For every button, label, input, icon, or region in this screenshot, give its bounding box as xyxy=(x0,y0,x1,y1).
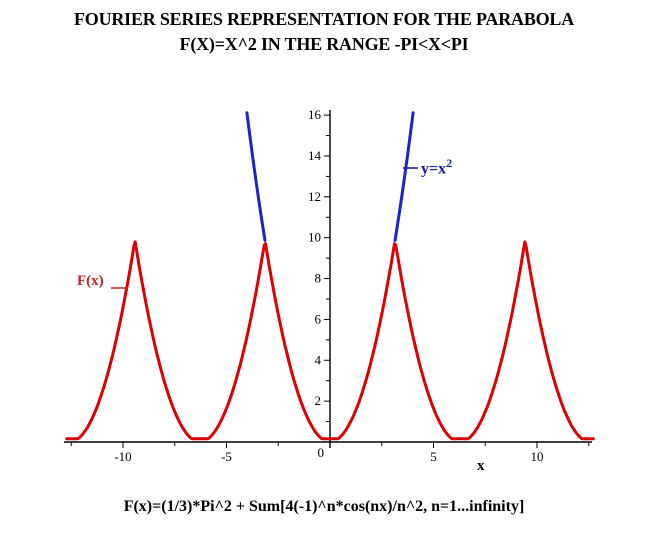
y-tick-label: 6 xyxy=(315,311,322,326)
y-tick-label: 14 xyxy=(308,148,322,163)
x-tick-label: -10 xyxy=(114,449,131,464)
fourier-curve xyxy=(65,240,595,441)
x-axis-label: x xyxy=(477,458,485,474)
y-tick-label: 16 xyxy=(308,107,322,122)
chart-title-line2: F(X)=X^2 IN THE RANGE -PI<X<PI xyxy=(179,34,469,54)
x-tick-label: 5 xyxy=(430,449,437,464)
parabola-label-sup: 2 xyxy=(446,156,453,170)
chart-title-line1: FOURIER SERIES REPRESENTATION FOR THE PA… xyxy=(73,9,575,29)
parabola-label-base: y=x xyxy=(421,160,447,178)
x-tick-label: 10 xyxy=(531,449,544,464)
parabola-label: y=x2 xyxy=(421,156,452,178)
formula-caption: F(x)=(1/3)*Pi^2 + Sum[4(-1)^n*cos(nx)/n^… xyxy=(123,498,525,515)
y-tick-label: 12 xyxy=(308,189,321,204)
parabola-curve xyxy=(245,111,267,242)
origin-tick-label: 0 xyxy=(318,445,325,460)
y-tick-label: 10 xyxy=(308,230,321,245)
x-tick-label: -5 xyxy=(221,449,232,464)
y-tick-label: 8 xyxy=(315,271,322,286)
parabola-curve xyxy=(393,111,415,242)
fourier-series-label: F(x) xyxy=(77,273,104,289)
y-tick-label: 4 xyxy=(315,352,322,367)
y-tick-label: 2 xyxy=(315,393,322,408)
